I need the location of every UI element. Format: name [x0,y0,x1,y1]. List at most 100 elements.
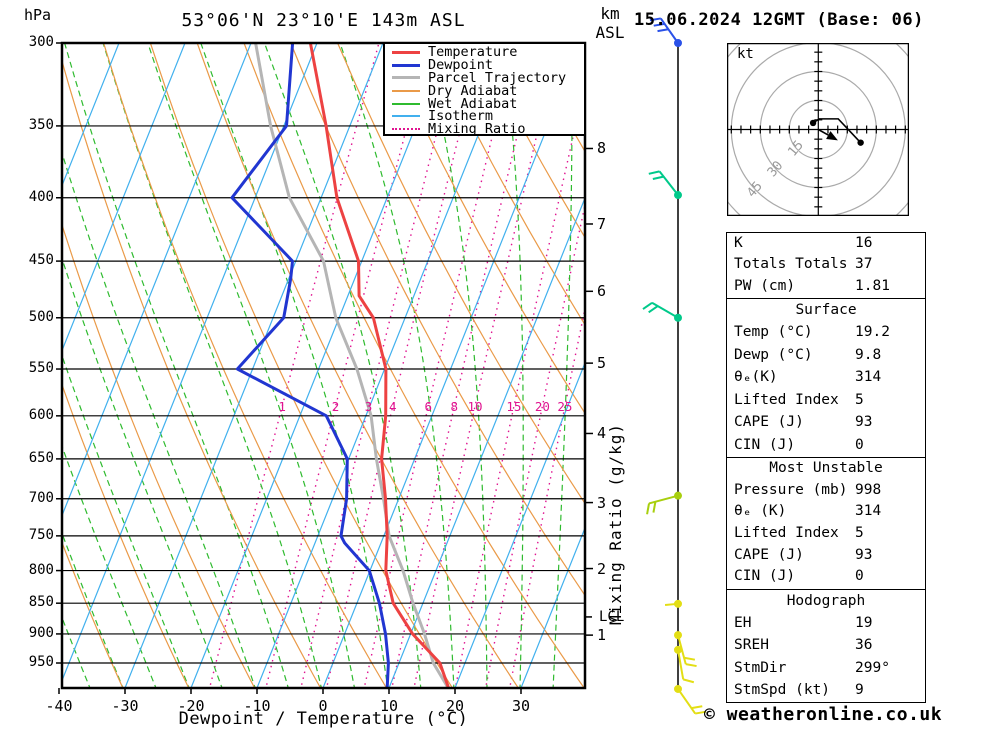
mixing-ratio-value-label: 6 [424,399,432,414]
panel-row-label: Pressure (mb) [734,481,848,498]
panel-row-value: 9.8 [855,346,882,363]
legend-item: Mixing Ratio [385,121,584,138]
temp-tick-label: -10 [243,697,271,715]
temp-tick-label: 20 [445,697,465,715]
wind-barb [674,684,707,715]
panel-row: CIN (J) 0 [727,566,925,588]
panel-row-label: EH [734,615,752,632]
pressure-tick-label: 500 [28,308,54,325]
run-datetime-title: 15.06.2024 12GMT (Base: 06) [634,10,924,30]
lcl-label: LCL [599,608,625,625]
km-tick-label: 4 [597,424,607,443]
panel-row-label: CIN (J) [734,568,796,585]
mixing-ratio-value-label: 15 [506,399,522,414]
km-tick-label: 8 [597,139,607,158]
legend-swatch [392,89,420,92]
panel-title: Surface [795,302,857,318]
temp-tick-label: 10 [379,697,399,715]
pressure-tick-label: 550 [28,360,54,377]
panel-row-value: 1.81 [855,277,890,294]
panel-row-label: Temp (°C) [734,324,813,341]
panel-row-value: 37 [855,256,873,273]
temp-tick-label: -30 [111,697,139,715]
station-title: 53°06'N 23°10'E 143m ASL [181,10,466,31]
temp-tick-label: -40 [45,697,73,715]
panel-row-label: CAPE (J) [734,546,804,563]
panel-row-label: CAPE (J) [734,414,804,431]
km-tick-label: 2 [597,559,607,578]
axis-ticks [56,42,593,694]
mixing-ratio-value-label: 8 [450,399,459,414]
panel-row-label: Lifted Index [734,391,839,408]
mixing-ratio-value-label: 3 [364,399,373,414]
panel-row-value: 5 [855,391,864,408]
pressure-tick-label: 600 [28,406,54,423]
legend-label: Dewpoint [428,57,494,74]
panel-row-value: 0 [855,568,864,585]
panel-row: StmDir 299° [727,657,925,679]
isotherms [62,43,585,688]
legend-swatch [392,63,420,67]
wind-barb [646,491,682,515]
pressure-axis-unit: hPa [24,6,52,24]
panel-row: PW (cm) 1.81 [727,276,925,297]
stats-panel: Most Unstable Pressure (mb) 998 θₑ (K) 314 Li… [726,457,926,590]
panel-row-value: 19 [855,615,873,632]
mixing-ratio-value-label: 25 [557,399,573,414]
legend-swatch [392,76,420,80]
legend-label: Wet Adiabat [428,95,518,112]
legend-item: Wet Adiabat [385,95,584,112]
mixing-ratio-value-label: 1 [278,399,286,414]
panel-row-value: 16 [855,235,873,251]
legend-item: Isotherm [385,108,584,124]
km-tick-label: 1 [597,626,607,645]
wind-barb [664,599,682,608]
hodo-trace [812,118,862,144]
pressure-tick-label: 700 [28,489,54,506]
pressure-tick-label: 750 [28,526,54,543]
curve-parcel-trajectory [254,43,450,688]
legend-item: Temperature [385,44,584,60]
panel-row: Lifted Index 5 [727,523,925,545]
hodograph-unit-label: kt [737,46,754,62]
wet-adiabats [62,43,573,688]
panel-row: K 16 [727,233,925,254]
wind-barb [642,301,682,322]
km-axis-unit: km [600,4,620,23]
panel-row: θₑ(K) 314 [727,366,925,388]
panel-row-label: Dewp (°C) [734,346,813,363]
panel-row-label: K [734,235,743,251]
panel-row-value: 314 [855,503,882,520]
panel-row-value: 9 [855,681,864,698]
pressure-tick-label: 350 [28,116,54,133]
panel-row: CAPE (J) 93 [727,411,925,433]
legend-label: Mixing Ratio [428,121,526,138]
curve-temperature [308,43,451,688]
stats-panel: Hodograph EH 19 SREH 36 StmDir 299° StmSpd (kt)… [726,589,926,703]
panel-row-value: 998 [855,481,882,498]
pressure-tick-label: 900 [28,624,54,641]
mixing-ratio-value-label: 4 [389,399,397,414]
wind-barb [674,645,695,684]
km-tick-label: 3 [597,493,607,512]
legend-box: Temperature Dewpoint Parcel Trajectory Dry … [383,42,586,138]
panel-row-value: 314 [855,369,882,386]
panel-row: Dewp (°C) 9.8 [727,344,925,366]
legend-label: Dry Adiabat [428,82,518,99]
panel-row-value: 299° [855,659,890,676]
panel-row-label: Totals Totals [734,256,848,273]
storm-motion-arrow [826,131,838,141]
panel-row: θₑ (K) 314 [727,501,925,523]
panel-row-label: StmSpd (kt) [734,681,831,698]
mixing-ratio-lines [208,43,585,688]
km-tick-label: 6 [597,282,607,301]
panel-row-label: Lifted Index [734,524,839,541]
panel-row: StmSpd (kt) 9 [727,679,925,701]
stats-panel: Surface Temp (°C) 19.2 Dewp (°C) 9.8 θₑ(K) 314… [726,298,926,458]
panel-row-label: SREH [734,637,769,654]
temp-tick-label: -20 [177,697,205,715]
legend-swatch [392,115,420,118]
km-tick-label: 5 [597,354,607,373]
